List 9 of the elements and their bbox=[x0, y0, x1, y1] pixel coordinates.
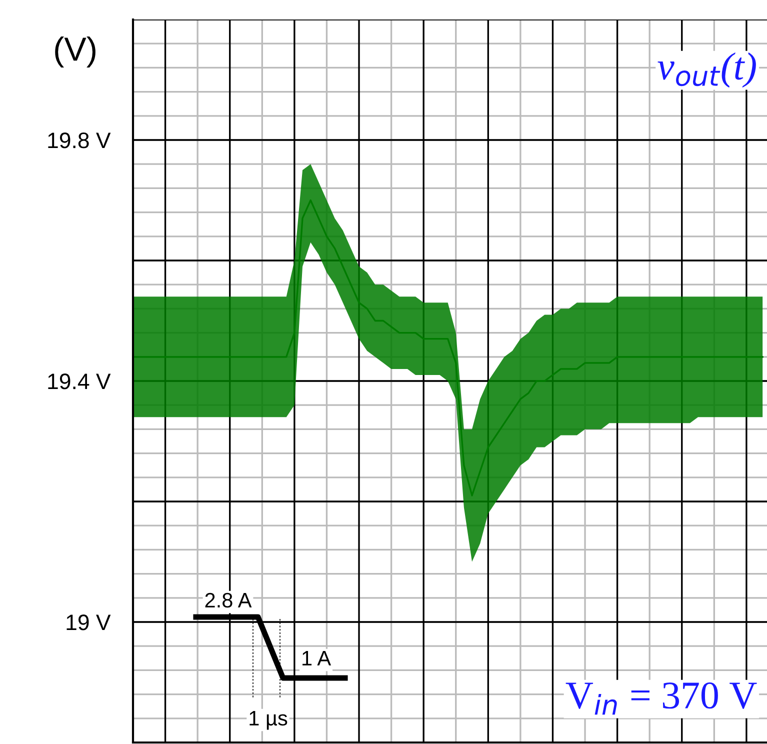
text: v$_{out}$(t) bbox=[658, 52, 756, 88]
y-axis-title: (V) bbox=[55, 36, 96, 68]
annotation: 2.8 A bbox=[205, 592, 252, 608]
annotation: V$_{in}$ = 370 V bbox=[566, 682, 757, 715]
y-tick-label: 19.4 V bbox=[48, 374, 111, 390]
y-tick-label: 19 V bbox=[66, 614, 111, 630]
annotation: 1 A bbox=[302, 651, 332, 666]
annotation: 1 µs bbox=[250, 711, 288, 730]
y-tick-label: 19.8 V bbox=[48, 132, 111, 148]
